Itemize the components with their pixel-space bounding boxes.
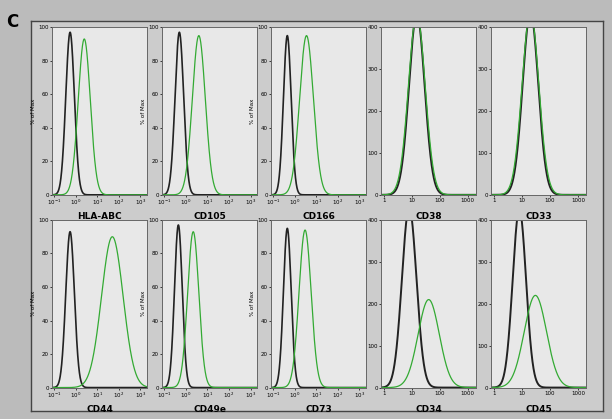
- Y-axis label: % of Max: % of Max: [141, 291, 146, 316]
- Text: CD45: CD45: [526, 405, 552, 414]
- Text: CD38: CD38: [416, 212, 442, 221]
- Text: CD49e: CD49e: [193, 405, 226, 414]
- Y-axis label: % of Max: % of Max: [250, 291, 255, 316]
- Text: C: C: [6, 13, 18, 31]
- Text: CD73: CD73: [305, 405, 332, 414]
- Text: CD105: CD105: [193, 212, 226, 221]
- Y-axis label: % of Max: % of Max: [31, 98, 36, 124]
- Text: CD33: CD33: [526, 212, 552, 221]
- Text: CD44: CD44: [86, 405, 113, 414]
- Text: HLA-ABC: HLA-ABC: [77, 212, 122, 221]
- Y-axis label: % of Max: % of Max: [250, 98, 255, 124]
- Y-axis label: % of Max: % of Max: [141, 98, 146, 124]
- Text: CD166: CD166: [302, 212, 335, 221]
- Text: CD34: CD34: [416, 405, 442, 414]
- Y-axis label: % of Max: % of Max: [31, 291, 36, 316]
